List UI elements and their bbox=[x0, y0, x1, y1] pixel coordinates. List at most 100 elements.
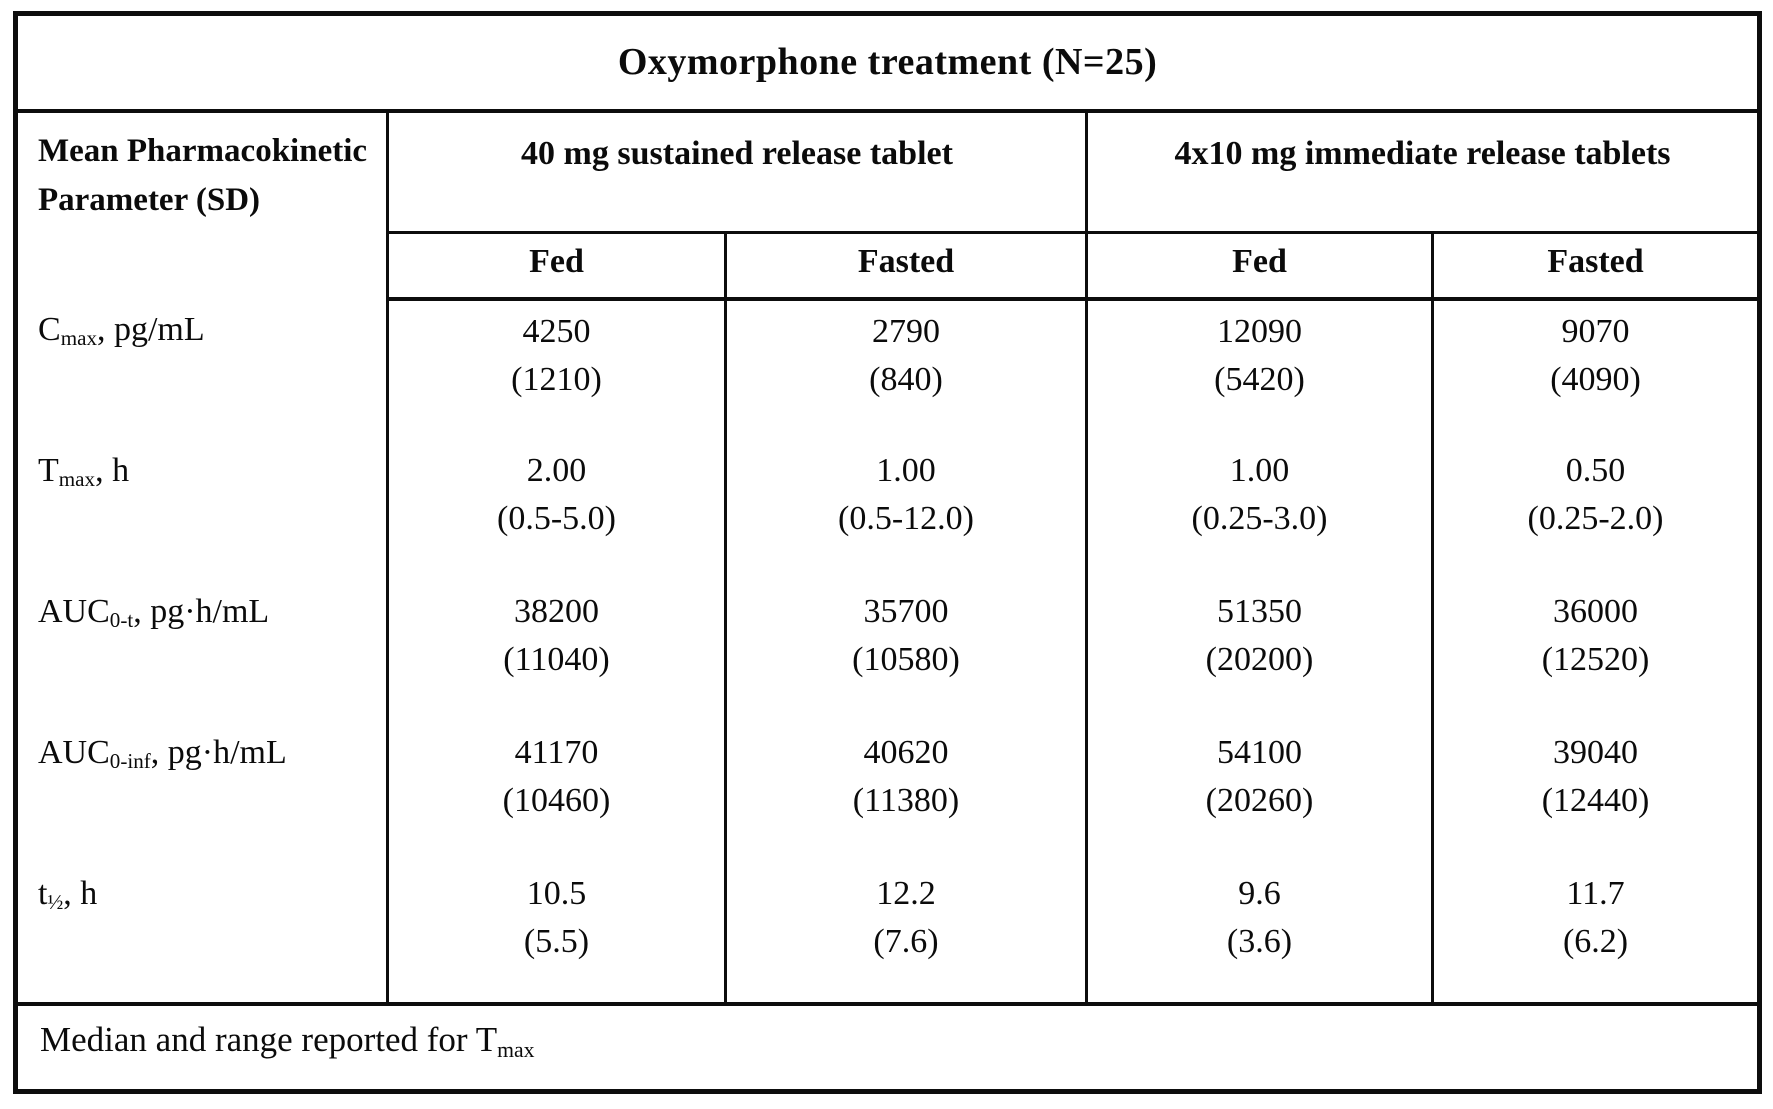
data-cell: 2.00 (0.5-5.0) bbox=[386, 439, 726, 581]
cell-sd: (0.25-2.0) bbox=[1527, 500, 1664, 538]
data-cell: 10.5 (5.5) bbox=[386, 862, 726, 1004]
cell-value: 0.50 bbox=[1565, 451, 1626, 489]
footnote-subscript: max bbox=[497, 1037, 535, 1062]
param-units: , pg·h/mL bbox=[150, 733, 287, 771]
group-header-row: Mean Pharmacokinetic Parameter (SD) 40 m… bbox=[15, 110, 1760, 299]
cell-value: 9.6 bbox=[1238, 874, 1281, 912]
param-units: , h bbox=[63, 874, 98, 912]
data-cell: 4250 (1210) bbox=[386, 298, 726, 440]
cell-value: 10.5 bbox=[526, 874, 587, 912]
param-subscript: ½ bbox=[47, 890, 64, 915]
cell-sd: (840) bbox=[869, 361, 943, 399]
param-subscript: 0-inf bbox=[109, 749, 151, 774]
table-row-auc0t: AUC0-t, pg·h/mL 38200 (11040) 35700 (105… bbox=[16, 580, 1760, 722]
col-header-ir-fed: Fed bbox=[1085, 232, 1433, 301]
cell-value: 38200 bbox=[514, 592, 599, 630]
param-cell-thalf: t½, h bbox=[16, 863, 388, 1004]
param-subscript: 0-t bbox=[109, 608, 134, 633]
cell-value: 54100 bbox=[1217, 733, 1302, 771]
cell-sd: (11040) bbox=[503, 641, 610, 679]
cell-value: 36000 bbox=[1553, 592, 1639, 630]
cell-value: 12090 bbox=[1217, 312, 1302, 350]
cell-value: 51350 bbox=[1217, 592, 1302, 630]
data-cell: 2790 (840) bbox=[724, 298, 1087, 440]
table-row-thalf: t½, h 10.5 (5.5) 12.2 (7.6) 9.6 (3.6) 11… bbox=[16, 862, 1760, 1004]
col-header-sr-fed: Fed bbox=[386, 232, 726, 301]
cell-sd: (20200) bbox=[1205, 641, 1314, 679]
cell-sd: (12520) bbox=[1541, 641, 1650, 679]
pharmacokinetic-table: Oxymorphone treatment (N=25) Mean Pharma… bbox=[13, 11, 1763, 1094]
table-row-auc0inf: AUC0-inf, pg·h/mL 41170 (10460) 40620 (1… bbox=[16, 721, 1760, 863]
cell-value: 39040 bbox=[1553, 733, 1639, 771]
footnote-row: Median and range reported for Tmax bbox=[15, 1001, 1760, 1092]
cell-sd: (6.2) bbox=[1562, 923, 1629, 961]
group-header-immediate-release: 4x10 mg immediate release tablets bbox=[1084, 110, 1760, 234]
param-base: AUC bbox=[38, 733, 110, 771]
param-cell-cmax: Cmax, pg/mL bbox=[16, 299, 388, 440]
cell-sd: (10460) bbox=[502, 782, 611, 820]
param-subscript: max bbox=[60, 326, 97, 351]
cell-sd: (0.5-12.0) bbox=[838, 500, 974, 538]
table-row-cmax: Cmax, pg/mL 4250 (1210) 2790 (840) 12090… bbox=[16, 298, 1760, 440]
cell-sd: (5.5) bbox=[523, 923, 590, 961]
data-cell: 54100 (20260) bbox=[1085, 721, 1433, 863]
data-cell: 12.2 (7.6) bbox=[724, 862, 1087, 1004]
data-cell: 38200 (11040) bbox=[386, 580, 726, 722]
param-units: , pg·h/mL bbox=[133, 592, 270, 630]
cell-value: 2790 bbox=[872, 312, 940, 350]
table-row-tmax: Tmax, h 2.00 (0.5-5.0) 1.00 (0.5-12.0) 1… bbox=[16, 439, 1760, 581]
footnote-text: Median and range reported for T bbox=[40, 1019, 498, 1059]
data-cell: 1.00 (0.25-3.0) bbox=[1085, 439, 1433, 581]
cell-sd: (0.25-3.0) bbox=[1191, 500, 1328, 538]
param-base: C bbox=[38, 310, 61, 348]
cell-sd: (12440) bbox=[1541, 782, 1650, 820]
data-cell: 40620 (11380) bbox=[724, 721, 1087, 863]
cell-value: 35700 bbox=[863, 592, 949, 630]
param-base: t bbox=[38, 874, 48, 912]
data-cell: 1.00 (0.5-12.0) bbox=[724, 439, 1087, 581]
data-cell: 0.50 (0.25-2.0) bbox=[1430, 439, 1760, 581]
cell-sd: (7.6) bbox=[873, 923, 939, 961]
cell-sd: (5420) bbox=[1214, 361, 1305, 399]
cell-value: 41170 bbox=[514, 733, 599, 771]
fed-fasted-header-row: Fed Fasted Fed Fasted bbox=[16, 232, 1760, 301]
cell-value: 12.2 bbox=[876, 874, 936, 912]
cell-value: 1.00 bbox=[876, 451, 936, 489]
data-cell: 9070 (4090) bbox=[1430, 298, 1760, 440]
cell-value: 2.00 bbox=[526, 451, 587, 489]
cell-sd: (1210) bbox=[511, 361, 602, 399]
group-header-sustained-release: 40 mg sustained release tablet bbox=[386, 110, 1087, 234]
param-cell-tmax: Tmax, h bbox=[16, 440, 388, 581]
data-cell: 35700 (10580) bbox=[724, 580, 1087, 722]
cell-value: 4250 bbox=[522, 312, 591, 350]
cell-value: 1.00 bbox=[1229, 451, 1290, 489]
param-units: , h bbox=[95, 451, 130, 489]
param-base: T bbox=[38, 451, 59, 489]
param-subscript: max bbox=[58, 467, 96, 492]
cell-value: 9070 bbox=[1561, 312, 1630, 350]
cell-value: 11.7 bbox=[1566, 874, 1625, 912]
param-cell-auc0inf: AUC0-inf, pg·h/mL bbox=[16, 722, 388, 863]
data-cell: 39040 (12440) bbox=[1430, 721, 1760, 863]
data-cell: 12090 (5420) bbox=[1085, 298, 1433, 440]
data-cell: 51350 (20200) bbox=[1085, 580, 1433, 722]
param-cell-auc0t: AUC0-t, pg·h/mL bbox=[16, 581, 388, 722]
cell-value: 40620 bbox=[863, 733, 949, 771]
param-base: AUC bbox=[38, 592, 110, 630]
table-footnote: Median and range reported for Tmax bbox=[15, 1001, 1760, 1092]
title-row: Oxymorphone treatment (N=25) bbox=[15, 13, 1760, 113]
data-cell: 36000 (12520) bbox=[1430, 580, 1760, 722]
data-cell: 9.6 (3.6) bbox=[1085, 862, 1433, 1004]
cell-sd: (10580) bbox=[852, 641, 960, 679]
col-header-ir-fasted: Fasted bbox=[1430, 232, 1760, 301]
cell-sd: (11380) bbox=[852, 782, 960, 820]
col-header-sr-fasted: Fasted bbox=[724, 232, 1087, 301]
cell-sd: (3.6) bbox=[1226, 923, 1293, 961]
cell-sd: (4090) bbox=[1550, 361, 1641, 399]
cell-sd: (20260) bbox=[1205, 782, 1314, 820]
data-cell: 11.7 (6.2) bbox=[1430, 862, 1760, 1004]
cell-sd: (0.5-5.0) bbox=[497, 500, 616, 538]
data-cell: 41170 (10460) bbox=[386, 721, 726, 863]
table-title: Oxymorphone treatment (N=25) bbox=[15, 13, 1760, 113]
param-units: , pg/mL bbox=[96, 310, 205, 348]
